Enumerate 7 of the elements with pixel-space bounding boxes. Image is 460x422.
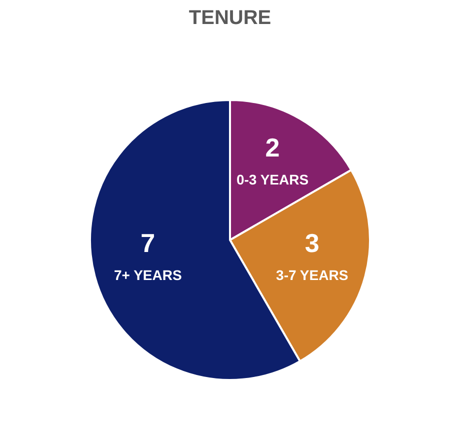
data-label: 3: [304, 228, 320, 258]
slice-label: 3-7 YEARS: [276, 267, 348, 283]
data-label: 2: [265, 132, 280, 162]
slice-label: 7+ YEARS: [114, 267, 182, 283]
data-label: 7: [140, 228, 156, 258]
chart-title: TENURE: [188, 7, 272, 29]
slice-label: 0-3 YEARS: [236, 171, 309, 188]
